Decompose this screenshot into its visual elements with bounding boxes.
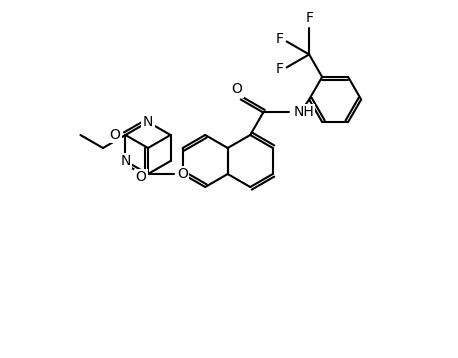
Text: F: F [305,11,313,25]
Text: F: F [276,62,284,77]
Text: O: O [136,170,147,184]
Text: F: F [276,33,284,47]
Text: N: N [143,115,153,129]
Text: O: O [231,82,242,97]
Text: O: O [177,167,188,181]
Text: O: O [109,128,120,142]
Text: N: N [120,154,131,168]
Text: NH: NH [293,106,314,120]
